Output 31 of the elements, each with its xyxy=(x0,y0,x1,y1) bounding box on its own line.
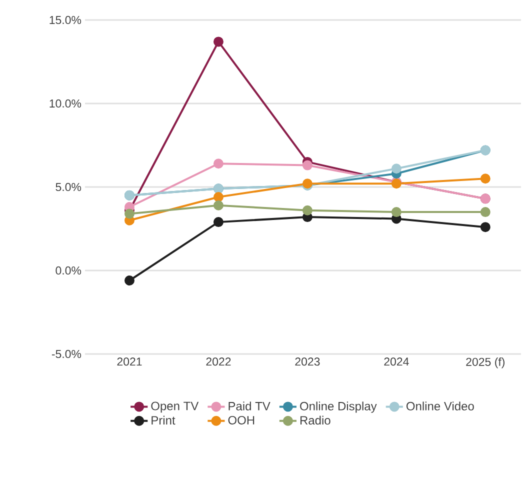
legend-label: Print xyxy=(152,416,176,425)
point xyxy=(213,200,224,210)
legend-label: Online Video xyxy=(406,402,474,410)
point xyxy=(391,207,402,218)
point xyxy=(302,160,312,170)
point xyxy=(124,208,134,219)
x-tick-label: 2022 xyxy=(206,358,231,366)
point xyxy=(213,36,224,47)
point xyxy=(480,207,490,218)
x-tick-label: 2021 xyxy=(117,358,142,366)
y-tick-label: 0.0% xyxy=(56,266,82,275)
point xyxy=(480,222,490,232)
y-tick-label: -5.0% xyxy=(52,350,82,358)
x-tick-label: 2024 xyxy=(384,358,409,366)
point xyxy=(124,276,134,286)
point xyxy=(213,217,224,228)
point xyxy=(213,158,224,169)
legend-label: Online Display xyxy=(300,402,377,413)
x-tick-label: 2025 (f) xyxy=(466,358,504,368)
legend-label: Paid TV xyxy=(228,402,270,410)
legend-label: Open TV xyxy=(151,402,199,413)
point xyxy=(391,164,402,174)
y-tick-label: 15.0% xyxy=(50,16,82,24)
point xyxy=(302,205,312,216)
legend-label: Radio xyxy=(300,416,330,425)
y-tick-label: 10.0% xyxy=(50,99,82,108)
point xyxy=(213,192,224,202)
point xyxy=(480,174,490,184)
legend-label: OOH xyxy=(228,416,254,424)
x-tick-label: 2023 xyxy=(295,358,320,366)
y-tick-label: 5.0% xyxy=(56,182,82,192)
